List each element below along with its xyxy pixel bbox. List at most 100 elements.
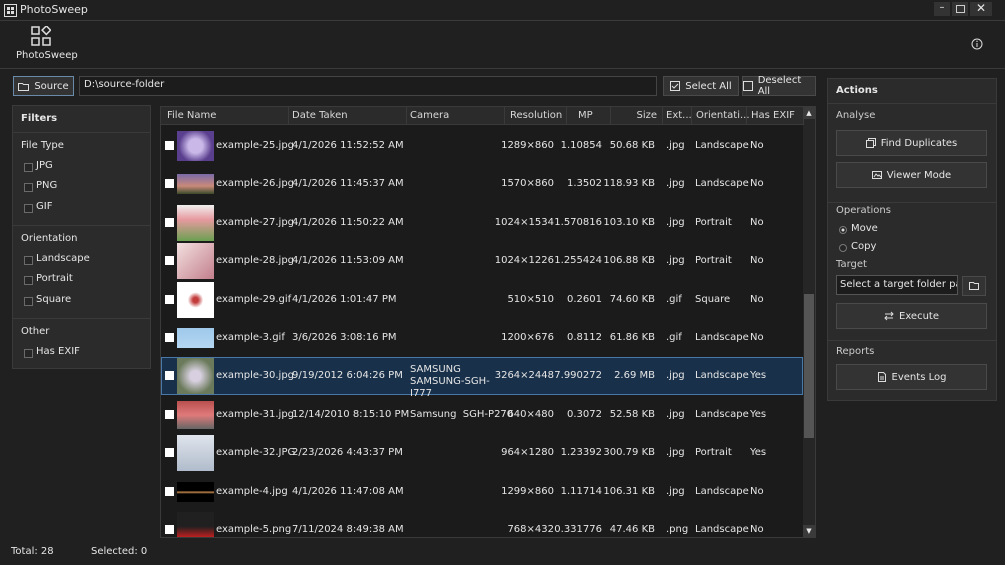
- cell-camera: Samsung SGH-P270: [410, 408, 514, 420]
- filter-checkbox[interactable]: [24, 348, 33, 358]
- cell-extension: .jpg: [666, 447, 685, 459]
- filter-checkbox[interactable]: [24, 203, 33, 213]
- filter-option[interactable]: GIF: [36, 200, 53, 212]
- target-input[interactable]: Select a target folder path...: [836, 275, 958, 295]
- table-row[interactable]: example-29.gif 4/1/2026 1:01:47 PM 510×510…: [161, 281, 803, 319]
- column-header[interactable]: Resolution: [510, 110, 563, 121]
- photosweep-icon[interactable]: [31, 26, 51, 46]
- column-header[interactable]: Has EXIF: [751, 110, 795, 121]
- column-header[interactable]: Date Taken: [292, 110, 348, 121]
- cell-mp: 1.570816: [554, 216, 602, 228]
- sep: [828, 202, 996, 203]
- cell-date-taken: 4/1/2026 11:53:09 AM: [292, 255, 404, 267]
- row-checkbox[interactable]: [165, 217, 174, 227]
- analyse-button[interactable]: Find Duplicates: [836, 130, 987, 156]
- cell-file-name: example-26.jpg: [216, 178, 295, 190]
- sep: [13, 224, 150, 226]
- column-header[interactable]: Camera: [410, 110, 450, 121]
- row-checkbox[interactable]: [165, 294, 174, 304]
- cell-resolution: 1024×1226: [494, 255, 554, 267]
- table-row[interactable]: example-3.gif 3/6/2026 3:08:16 PM 1200×676…: [161, 319, 803, 357]
- cell-date-taken: 4/1/2026 11:45:37 AM: [292, 178, 404, 190]
- close-button[interactable]: ✕: [970, 2, 992, 16]
- source-button[interactable]: Source: [13, 76, 74, 96]
- row-checkbox[interactable]: [165, 333, 174, 342]
- filter-option[interactable]: Portrait: [36, 273, 73, 285]
- filter-checkbox[interactable]: [24, 163, 33, 172]
- cell-file-name: example-27.jpg: [216, 216, 295, 228]
- table-row[interactable]: example-30.jpg 9/19/2012 6:04:26 PM SAMSUN…: [161, 357, 803, 399]
- thumbnail: [177, 243, 214, 280]
- sep: [13, 132, 150, 133]
- execute-button[interactable]: Execute: [836, 303, 987, 329]
- table-row[interactable]: example-4.jpg 4/1/2026 11:47:08 AM 1299×86…: [161, 473, 803, 511]
- radio-button[interactable]: [839, 244, 847, 252]
- table-row[interactable]: example-5.png 7/11/2024 8:49:38 AM 768×432…: [161, 511, 803, 537]
- cell-orientation: Landscape: [695, 332, 749, 343]
- filters-panel: Filters File Type JPG PNG GIF Orientation Land…: [12, 105, 151, 369]
- row-checkbox[interactable]: [165, 525, 174, 534]
- source-path-input[interactable]: D:\source-folder: [79, 76, 657, 96]
- filter-group-title: Orientation: [21, 232, 78, 244]
- radio-label[interactable]: Move: [851, 223, 878, 234]
- row-checkbox[interactable]: [165, 179, 174, 189]
- radio-button[interactable]: [839, 226, 847, 234]
- info-button[interactable]: [971, 38, 983, 50]
- filter-option[interactable]: Has EXIF: [36, 345, 80, 357]
- column-header[interactable]: Size: [636, 110, 657, 121]
- cell-has-exif: No: [750, 332, 764, 343]
- row-checkbox[interactable]: [165, 256, 174, 266]
- filter-checkbox[interactable]: [24, 296, 33, 306]
- row-checkbox[interactable]: [165, 486, 174, 496]
- cell-file-name: example-28.jpg: [216, 255, 295, 267]
- table-row[interactable]: example-32.JPG 2/23/2026 4:43:37 PM 964×12…: [161, 434, 803, 472]
- cell-orientation: Landscape: [695, 408, 749, 420]
- cell-has-exif: Yes: [750, 370, 767, 382]
- filter-option[interactable]: JPG: [36, 160, 53, 171]
- column-header[interactable]: File Name: [167, 110, 217, 121]
- filter-checkbox[interactable]: [24, 276, 33, 286]
- maximize-button[interactable]: [952, 2, 968, 16]
- filter-option[interactable]: Square: [36, 293, 72, 305]
- cell-file-name: example-25.jpg: [216, 140, 295, 151]
- filter-option[interactable]: Landscape: [36, 252, 90, 264]
- column-header[interactable]: Orientati...: [696, 110, 750, 121]
- column-header[interactable]: MP: [578, 110, 593, 121]
- browse-button[interactable]: [962, 276, 986, 296]
- cell-date-taken: 2/23/2026 4:43:37 PM: [292, 447, 403, 459]
- column-separator: [691, 107, 692, 125]
- thumbnail: [177, 204, 214, 241]
- row-checkbox[interactable]: [165, 371, 174, 381]
- target-label: Target: [836, 259, 867, 270]
- sep: [13, 317, 150, 319]
- table-row[interactable]: example-26.jpg 4/1/2026 11:45:37 AM 1570×8…: [161, 165, 803, 203]
- source-button-label: Source: [34, 80, 69, 92]
- select-all-button[interactable]: Select All: [663, 76, 739, 96]
- status-selected: Selected: 0: [91, 546, 148, 557]
- minimize-button[interactable]: –: [934, 2, 950, 16]
- cell-resolution: 1024×1534: [494, 216, 554, 228]
- row-checkbox[interactable]: [165, 448, 174, 458]
- events-log-button[interactable]: Events Log: [836, 364, 987, 390]
- table-row[interactable]: example-28.jpg 4/1/2026 11:53:09 AM 1024×1…: [161, 242, 803, 280]
- filter-option[interactable]: PNG: [36, 180, 58, 192]
- filter-checkbox[interactable]: [24, 183, 33, 193]
- column-header[interactable]: Ext...: [666, 110, 692, 121]
- cell-resolution: 1299×860: [501, 485, 554, 497]
- toolbar-label: PhotoSweep: [16, 50, 78, 61]
- filter-checkbox[interactable]: [24, 255, 33, 265]
- radio-label[interactable]: Copy: [851, 241, 877, 252]
- cell-extension: .jpg: [666, 370, 685, 382]
- table-row[interactable]: example-27.jpg 4/1/2026 11:50:22 AM 1024×1…: [161, 204, 803, 242]
- table-row[interactable]: example-25.jpg 4/1/2026 11:52:52 AM 1289×8…: [161, 127, 803, 165]
- thumbnail: [177, 131, 214, 161]
- row-checkbox[interactable]: [165, 409, 174, 419]
- cell-mp: 1.10854: [560, 140, 602, 151]
- filter-group-title: File Type: [21, 140, 64, 151]
- table-row[interactable]: example-31.jpg 12/14/2010 8:15:10 PM Samsu…: [161, 396, 803, 434]
- deselect-all-button[interactable]: Deselect All: [742, 75, 816, 97]
- analyse-button[interactable]: Viewer Mode: [836, 162, 987, 188]
- row-checkbox[interactable]: [165, 141, 174, 150]
- scrollbar[interactable]: ▲ ▼: [803, 107, 815, 537]
- actions-title: Actions: [836, 85, 878, 96]
